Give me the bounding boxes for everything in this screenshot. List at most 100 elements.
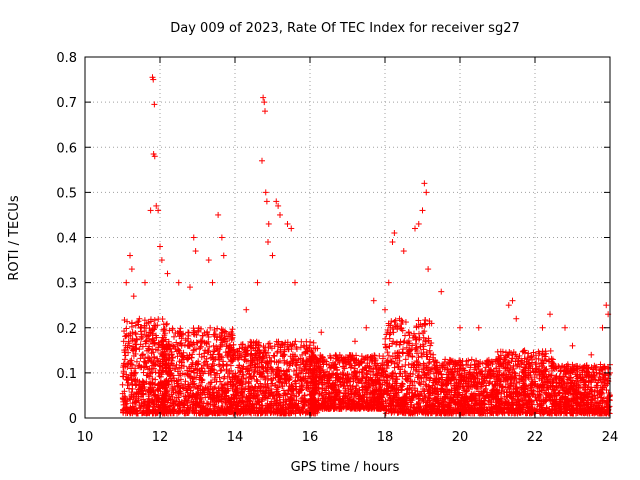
data-points xyxy=(119,74,613,417)
data-point xyxy=(157,385,164,392)
data-point xyxy=(153,398,160,405)
data-point xyxy=(185,329,192,336)
data-point xyxy=(153,332,160,339)
data-point xyxy=(141,400,148,407)
data-point xyxy=(187,368,194,375)
data-point xyxy=(124,376,131,383)
data-point xyxy=(146,343,153,350)
data-point xyxy=(146,380,153,387)
data-point xyxy=(145,354,152,361)
data-point xyxy=(147,385,154,392)
data-point xyxy=(149,409,156,416)
data-point xyxy=(127,396,134,403)
data-point xyxy=(124,410,131,417)
data-point xyxy=(173,398,180,405)
data-point xyxy=(169,384,176,391)
data-point xyxy=(189,376,196,383)
data-point xyxy=(172,389,179,396)
data-point xyxy=(119,381,126,388)
data-point xyxy=(134,319,141,326)
data-point xyxy=(152,361,159,368)
data-point xyxy=(162,336,169,343)
data-point xyxy=(145,366,152,373)
data-point xyxy=(211,374,218,381)
data-point xyxy=(120,368,127,375)
data-point xyxy=(149,340,156,347)
data-point xyxy=(205,348,212,355)
data-point xyxy=(137,355,144,362)
data-point xyxy=(146,408,153,415)
data-point xyxy=(211,326,218,333)
data-point xyxy=(167,402,174,409)
data-point xyxy=(206,343,213,350)
data-point xyxy=(204,400,211,407)
data-point xyxy=(154,386,161,393)
data-point xyxy=(151,324,158,331)
data-point xyxy=(163,321,170,328)
grid xyxy=(85,57,610,418)
data-point xyxy=(122,342,129,349)
data-point xyxy=(143,407,150,414)
data-point xyxy=(143,363,150,370)
data-point xyxy=(175,372,182,379)
data-point xyxy=(122,363,129,370)
data-point xyxy=(134,389,141,396)
data-point xyxy=(143,320,150,327)
data-point xyxy=(402,362,409,369)
data-point xyxy=(190,347,197,354)
data-point xyxy=(148,350,155,357)
data-point xyxy=(124,318,131,325)
data-point xyxy=(218,326,225,333)
data-point xyxy=(168,360,175,367)
data-point xyxy=(121,328,128,335)
data-point xyxy=(214,370,221,377)
data-point xyxy=(150,400,157,407)
data-point xyxy=(179,353,186,360)
data-point xyxy=(154,357,161,364)
data-point xyxy=(139,351,146,358)
data-point xyxy=(135,386,142,393)
data-point xyxy=(182,378,189,385)
data-point xyxy=(149,375,156,382)
data-point xyxy=(180,349,187,356)
data-point xyxy=(179,384,186,391)
data-point xyxy=(190,325,197,332)
data-point xyxy=(129,347,136,354)
data-point xyxy=(223,343,230,350)
data-point xyxy=(416,330,423,337)
data-point xyxy=(158,370,165,377)
data-point xyxy=(150,410,157,417)
data-point xyxy=(201,389,208,396)
data-point xyxy=(133,336,140,343)
data-point xyxy=(422,317,429,324)
data-point xyxy=(199,332,206,339)
data-point xyxy=(211,333,218,340)
data-point xyxy=(160,326,167,333)
data-point xyxy=(137,328,144,335)
data-point xyxy=(193,339,200,346)
data-point xyxy=(136,346,143,353)
data-point xyxy=(204,331,211,338)
data-point xyxy=(154,322,161,329)
data-point xyxy=(132,341,139,348)
data-point xyxy=(136,382,143,389)
data-point xyxy=(155,339,162,346)
data-point xyxy=(142,388,149,395)
data-point xyxy=(128,370,135,377)
data-point xyxy=(138,393,145,400)
data-point xyxy=(214,325,221,332)
data-point xyxy=(174,368,181,375)
data-point xyxy=(132,330,139,337)
data-point xyxy=(468,356,475,363)
data-point xyxy=(129,362,136,369)
data-point xyxy=(169,326,176,333)
data-point xyxy=(215,385,222,392)
data-point xyxy=(126,385,133,392)
data-point xyxy=(144,372,151,379)
data-point xyxy=(152,346,159,353)
chart-title: Day 009 of 2023, Rate Of TEC Index for r… xyxy=(170,21,519,36)
data-point xyxy=(547,347,554,354)
data-point xyxy=(384,349,391,356)
data-point xyxy=(292,338,299,345)
data-point xyxy=(120,401,127,408)
